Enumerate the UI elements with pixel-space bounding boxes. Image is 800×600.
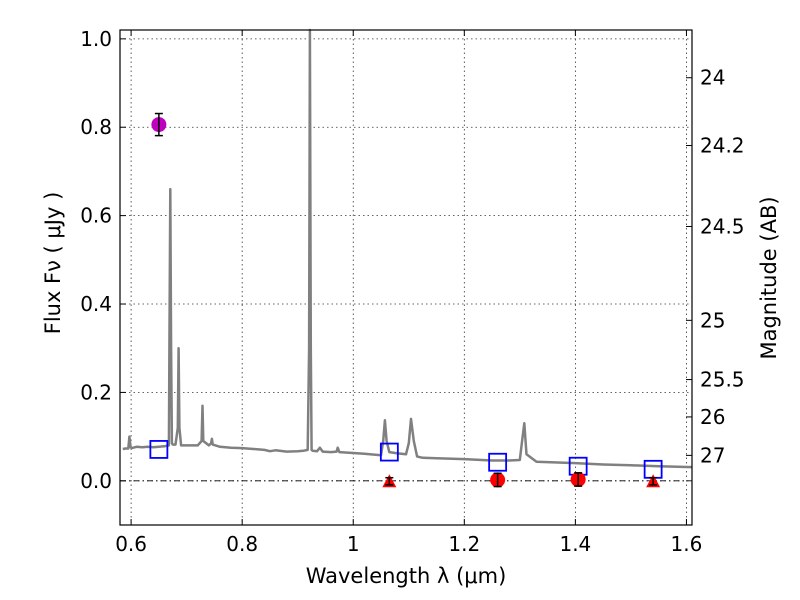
- y2-tick-label: 25.5: [700, 368, 745, 392]
- y-axis-label: Flux Fν ( μJy ): [41, 192, 65, 335]
- x-axis-label: Wavelength λ (μm): [306, 564, 507, 588]
- y2-axis-ticks: 24 24.2 24.5 25 25.5 26 27: [686, 66, 745, 467]
- x-axis-ticks: 0.6 0.8 1 1.2 1.4 1.6: [115, 30, 702, 556]
- y-tick-label: 0.4: [80, 292, 112, 316]
- y-tick-label: 0.0: [80, 469, 112, 493]
- y-tick-label: 0.2: [80, 380, 112, 404]
- y-tick-label: 0.8: [80, 115, 112, 139]
- y2-tick-label: 27: [700, 443, 725, 467]
- y2-tick-label: 25: [700, 308, 725, 332]
- y2-tick-label: 24.2: [700, 134, 745, 158]
- spectrum-layer: [122, 28, 693, 469]
- marker-layer: [149, 112, 663, 488]
- x-tick-label: 0.6: [115, 532, 147, 556]
- x-tick-label: 1.2: [448, 532, 480, 556]
- y-tick-label: 1.0: [80, 27, 112, 51]
- plot-frame: [119, 29, 693, 526]
- y2-tick-label: 24.5: [700, 214, 745, 238]
- x-tick-label: 1.4: [559, 532, 591, 556]
- y2-tick-label: 24: [700, 66, 725, 90]
- y-axis-ticks: 0.0 0.2 0.4 0.6 0.8 1.0: [80, 27, 126, 493]
- y-tick-label: 0.6: [80, 204, 112, 228]
- spectrum-line: [122, 28, 693, 469]
- x-tick-label: 1: [347, 532, 360, 556]
- x-tick-label: 1.6: [671, 532, 703, 556]
- model-band-box: [379, 442, 399, 462]
- model-band-box: [488, 452, 508, 472]
- model-band-box: [149, 440, 169, 459]
- y2-tick-label: 26: [700, 405, 725, 429]
- y2-axis-label: Magnitude (AB): [757, 196, 781, 359]
- x-tick-label: 0.8: [226, 532, 258, 556]
